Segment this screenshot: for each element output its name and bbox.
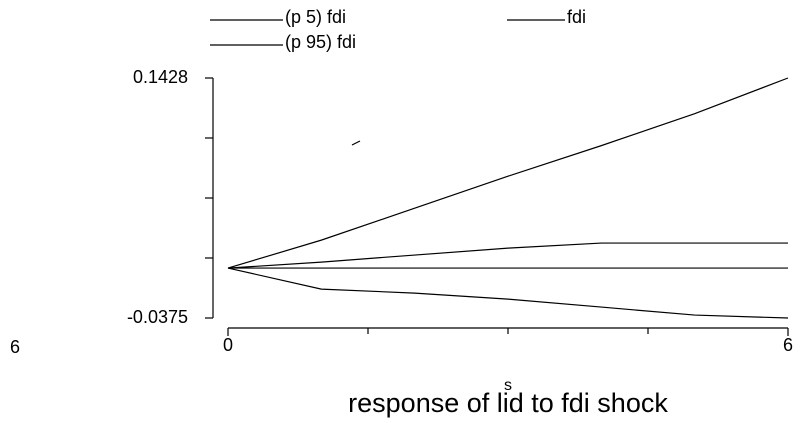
chart-title: response of lid to fdi shock [348,388,668,418]
legend-label: fdi [567,7,586,27]
side-note: 6 [10,337,20,357]
y-tick-label: -0.0375 [127,307,188,327]
stray-mark [351,140,361,146]
series-line [227,267,789,319]
series-line [227,242,788,269]
y-tick-label: 0.1428 [133,67,188,87]
legend-label: (p 5) fdi [285,7,346,27]
series-line [227,77,789,269]
x-tick-label: 0 [223,335,233,355]
x-tick-label: 6 [783,335,793,355]
x-axis-label: s [504,377,512,394]
legend-label: (p 95) fdi [285,32,356,52]
